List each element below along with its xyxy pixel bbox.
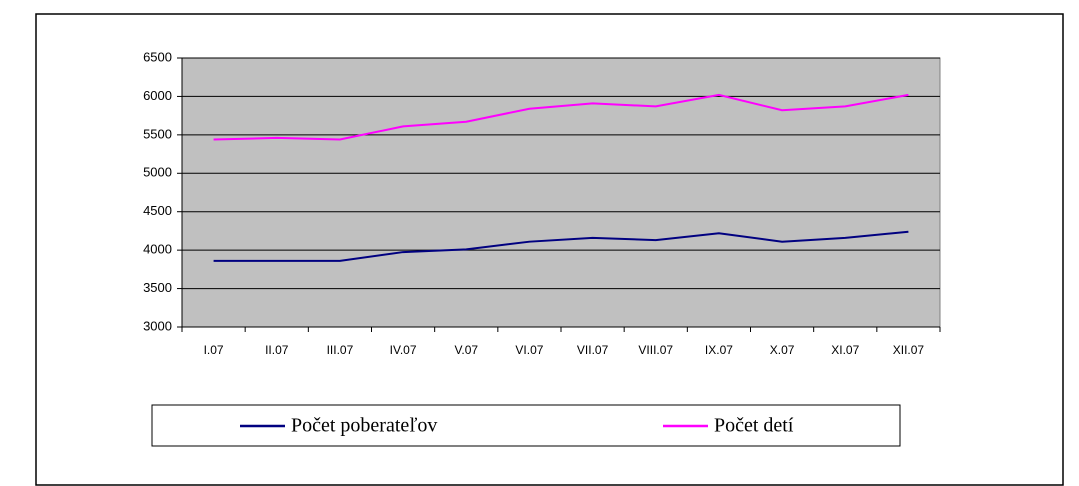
x-tick-label: I.07	[204, 343, 224, 357]
x-tick-label: III.07	[327, 343, 354, 357]
series-line	[213, 93, 909, 141]
plot-area	[181, 57, 941, 328]
y-tick-label: 4500	[143, 203, 172, 218]
y-tick-label: 6500	[143, 49, 172, 64]
x-tick-label: VII.07	[577, 343, 609, 357]
x-tick-label: X.07	[770, 343, 795, 357]
x-tick-label: IX.07	[705, 343, 733, 357]
y-tick-label: 5000	[143, 165, 172, 180]
y-tick-label: 5500	[143, 126, 172, 141]
series-line	[213, 230, 909, 262]
x-tick-label: XII.07	[893, 343, 925, 357]
legend-label: Počet detí	[714, 415, 794, 437]
chart-border	[35, 13, 1064, 486]
y-tick-label: 3500	[143, 280, 172, 295]
x-tick-label: XI.07	[831, 343, 859, 357]
x-tick-label: V.07	[454, 343, 478, 357]
y-tick-label: 4000	[143, 242, 172, 257]
legend-label: Počet poberateľov	[291, 415, 437, 437]
y-tick-label: 3000	[143, 318, 172, 333]
x-tick-label: II.07	[265, 343, 289, 357]
x-tick-label: VIII.07	[638, 343, 673, 357]
x-tick-label: VI.07	[515, 343, 543, 357]
x-tick-label: IV.07	[390, 343, 417, 357]
y-tick-label: 6000	[143, 88, 172, 103]
